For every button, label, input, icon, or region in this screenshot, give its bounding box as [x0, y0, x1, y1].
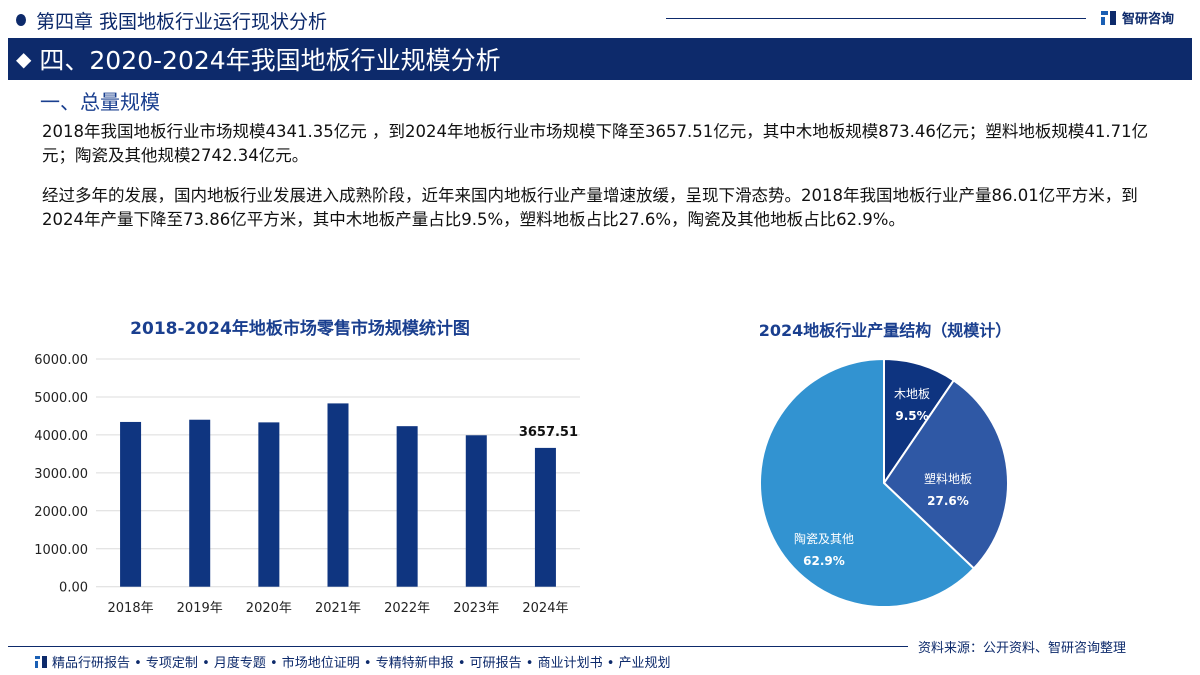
bar [258, 422, 280, 587]
data-label: 3657.51 [519, 425, 578, 440]
logo: 智研咨询 [1100, 8, 1174, 27]
divider [8, 646, 908, 647]
y-tick-label: 5000.00 [34, 391, 88, 406]
x-tick-label: 2023年 [453, 601, 499, 616]
paragraph-2: 经过多年的发展，国内地板行业发展进入成熟阶段，近年来国内地板行业产量增速放缓，呈… [42, 186, 1138, 229]
pie-slice [759, 357, 976, 608]
slice-value: 9.5% [895, 409, 928, 423]
subsection-title: 一、总量规模 [40, 90, 160, 114]
chapter-header: 第四章 我国地板行业运行现状分析 [16, 6, 327, 34]
x-tick-label: 2018年 [108, 601, 154, 616]
bar [465, 435, 487, 587]
bar [120, 421, 142, 587]
slice-label: 木地板 [894, 387, 930, 401]
slice-label: 塑料地板 [924, 471, 972, 486]
bullet-icon [16, 14, 26, 26]
x-tick-label: 2022年 [384, 601, 430, 616]
section-title: 四、2020-2024年我国地板行业规模分析 [39, 46, 501, 75]
footer-services: 精品行研报告 • 专项定制 • 月度专题 • 市场地位证明 • 专精特新申报 •… [52, 656, 671, 671]
chapter-title: 第四章 我国地板行业运行现状分析 [36, 10, 328, 33]
x-tick-label: 2019年 [177, 601, 223, 616]
pie-slice [882, 379, 1009, 570]
y-tick-label: 6000.00 [34, 353, 88, 368]
slice-value: 27.6% [927, 494, 969, 508]
bar [396, 426, 418, 587]
paragraph-1: 2018年我国地板行业市场规模4341.35亿元 ，到2024年地板行业市场规模… [42, 122, 1149, 165]
logo-text: 智研咨询 [1122, 12, 1175, 27]
source-note: 资料来源：公开资料、智研咨询整理 [918, 641, 1127, 656]
slice-label: 陶瓷及其他 [794, 531, 854, 546]
y-tick-label: 1000.00 [34, 543, 88, 558]
pie-chart: 木地板 9.5% 塑料地板 27.6% 陶瓷及其他 62.9% [759, 357, 1009, 608]
bar [189, 419, 211, 587]
section-banner: ◆ 四、2020-2024年我国地板行业规模分析 [8, 38, 1192, 80]
x-tick-label: 2021年 [315, 601, 361, 616]
y-tick-label: 4000.00 [34, 429, 88, 444]
bar-chart-title: 2018-2024年地板市场零售市场规模统计图 [130, 319, 470, 339]
bar-chart: 0.00 1000.00 2000.00 3000.00 4000.00 5000.00 6… [34, 353, 580, 616]
slice-value: 62.9% [803, 554, 845, 568]
diamond-icon: ◆ [16, 47, 32, 71]
y-tick-label: 2000.00 [34, 505, 88, 520]
divider [666, 18, 1086, 19]
pie-chart-title: 2024地板行业产量结构（规模计） [758, 321, 1012, 340]
bar [327, 403, 349, 587]
logo-icon [1101, 10, 1116, 25]
bar [534, 447, 556, 587]
footer: 精品行研报告 • 专项定制 • 月度专题 • 市场地位证明 • 专精特新申报 •… [34, 652, 671, 671]
x-tick-label: 2020年 [246, 601, 292, 616]
y-tick-label: 0.00 [59, 581, 88, 596]
logo-icon [35, 655, 47, 668]
y-tick-label: 3000.00 [34, 467, 88, 482]
x-tick-label: 2024年 [522, 601, 568, 616]
